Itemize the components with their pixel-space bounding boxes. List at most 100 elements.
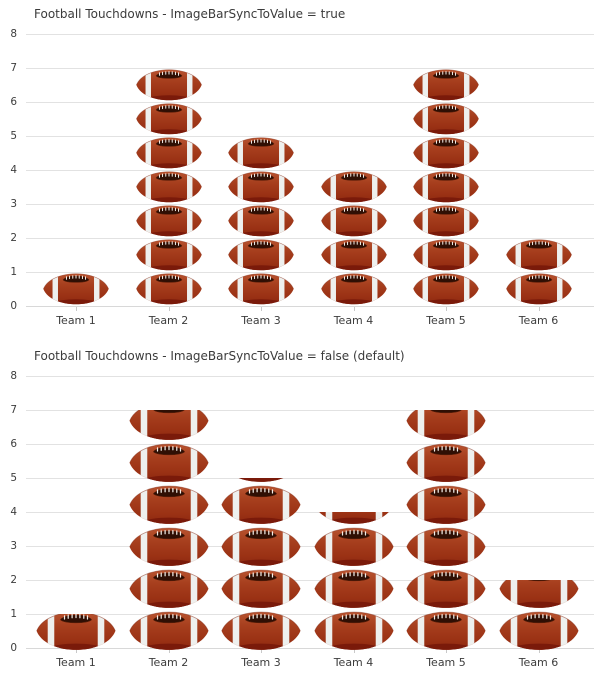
gridline-y-8 — [26, 376, 594, 377]
football-icon — [128, 410, 210, 442]
football-icon — [220, 526, 302, 568]
gridline-y-7 — [26, 410, 594, 411]
y-axis-label: 8 — [10, 28, 17, 40]
y-axis-label: 7 — [10, 62, 17, 74]
bar-team-2 — [135, 68, 203, 306]
football-icon — [128, 442, 210, 484]
gridline-y-6 — [26, 102, 594, 103]
gridline-y-1 — [26, 272, 594, 273]
x-axis-label: Team 1 — [56, 314, 96, 327]
football-icon — [405, 484, 487, 526]
gridline-y-2 — [26, 238, 594, 239]
bar-team-4 — [320, 170, 388, 306]
bar-team-2 — [128, 410, 210, 652]
y-axis-label: 5 — [10, 130, 17, 142]
gridline-y-0 — [26, 648, 594, 649]
football-icon — [220, 484, 302, 526]
gridline-y-3 — [26, 546, 594, 547]
y-axis-label: 2 — [10, 574, 17, 586]
y-axis-label: 3 — [10, 540, 17, 552]
x-axis-tick — [76, 307, 77, 311]
football-icon — [320, 170, 388, 204]
x-axis-label: Team 1 — [56, 656, 96, 669]
football-icon — [412, 272, 480, 306]
football-icon — [412, 170, 480, 204]
y-axis-label: 8 — [10, 370, 17, 382]
football-icon — [405, 442, 487, 484]
x-axis-label: Team 2 — [148, 314, 189, 327]
football-icon — [128, 484, 210, 526]
football-icon — [135, 102, 203, 136]
football-icon — [128, 526, 210, 568]
y-axis-label: 6 — [10, 438, 17, 450]
bar-team-1 — [35, 614, 117, 652]
y-axis-label: 0 — [10, 642, 17, 654]
x-axis-label: Team 2 — [148, 656, 189, 669]
football-icon — [135, 170, 203, 204]
football-icon — [227, 170, 295, 204]
gridline-y-3 — [26, 204, 594, 205]
x-axis-label: Team 5 — [426, 656, 466, 669]
gridline-y-6 — [26, 444, 594, 445]
chart-image-bar-sync-false: Football Touchdowns - ImageBarSyncToValu… — [0, 342, 600, 684]
football-icon — [227, 204, 295, 238]
x-axis-tick — [446, 307, 447, 311]
football-icon — [35, 614, 117, 652]
bar-team-6 — [498, 580, 580, 652]
gridline-y-0 — [26, 306, 594, 307]
football-icon — [220, 610, 302, 652]
football-icon — [135, 238, 203, 272]
x-axis-label: Team 5 — [426, 314, 466, 327]
gridline-y-5 — [26, 136, 594, 137]
gridline-y-8 — [26, 34, 594, 35]
football-icon — [405, 526, 487, 568]
x-axis-tick — [353, 649, 355, 653]
bar-team-5 — [412, 68, 480, 306]
football-icon — [42, 272, 110, 306]
football-icon — [498, 610, 580, 652]
x-axis-label: Team 6 — [518, 314, 559, 327]
football-icon — [320, 204, 388, 238]
football-icon — [405, 610, 487, 652]
x-axis-tick — [261, 649, 262, 653]
football-icon — [135, 136, 203, 170]
chart-title: Football Touchdowns - ImageBarSyncToValu… — [34, 7, 346, 21]
football-icon — [227, 238, 295, 272]
y-axis-label: 1 — [10, 266, 17, 278]
football-icon — [412, 204, 480, 238]
x-axis-tick — [168, 649, 170, 653]
y-axis-label: 0 — [10, 300, 17, 312]
bar-team-3 — [227, 136, 295, 306]
football-icon — [405, 410, 487, 442]
y-axis-label: 4 — [10, 506, 17, 518]
football-icon — [412, 136, 480, 170]
football-icon — [405, 568, 487, 610]
x-axis-tick — [261, 307, 262, 311]
football-icon — [128, 568, 210, 610]
y-axis-label: 2 — [10, 232, 17, 244]
y-axis-label: 4 — [10, 164, 17, 176]
football-icon — [128, 610, 210, 652]
gridline-y-5 — [26, 478, 594, 479]
gridline-y-1 — [26, 614, 594, 615]
chart-title: Football Touchdowns - ImageBarSyncToValu… — [34, 349, 405, 363]
football-icon — [412, 238, 480, 272]
y-axis-label: 6 — [10, 96, 17, 108]
x-axis-tick — [353, 307, 355, 311]
gridline-y-7 — [26, 68, 594, 69]
x-axis-tick — [538, 649, 540, 653]
bar-team-4 — [313, 512, 395, 652]
football-icon — [227, 136, 295, 170]
football-icon — [320, 272, 388, 306]
x-axis-label: Team 4 — [333, 314, 374, 327]
bar-team-1 — [42, 272, 110, 306]
plot-area: 0 1 2 3 4 5 6 7 8 Team 1 Team 2 Team 3 Team 4 Team 5 T… — [0, 342, 600, 684]
x-axis-tick — [538, 307, 540, 311]
gridline-y-4 — [26, 512, 594, 513]
bar-team-3 — [220, 478, 302, 652]
y-axis-label: 3 — [10, 198, 17, 210]
football-icon — [313, 610, 395, 652]
football-icon — [135, 272, 203, 306]
football-icon — [313, 526, 395, 568]
football-icon — [498, 580, 580, 610]
